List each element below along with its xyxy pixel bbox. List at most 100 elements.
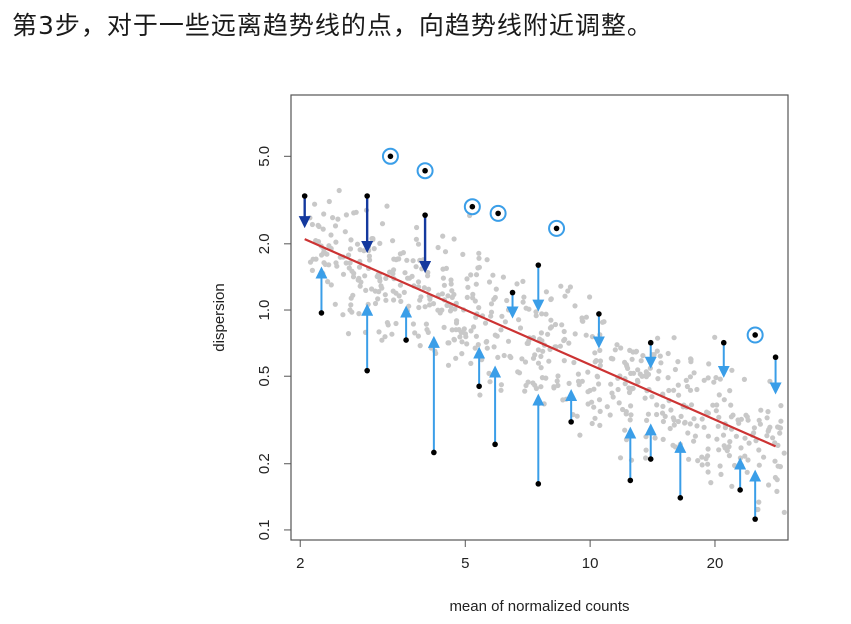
background-point — [537, 336, 543, 342]
background-point — [391, 267, 397, 273]
background-point — [684, 383, 691, 390]
background-point — [346, 265, 352, 271]
background-point — [484, 345, 490, 351]
background-point — [413, 236, 419, 242]
gene-point — [677, 495, 684, 501]
background-point — [687, 387, 694, 393]
y-tick-label: 1.0 — [256, 300, 273, 321]
background-point — [705, 469, 711, 475]
background-point — [721, 397, 727, 403]
background-point — [705, 453, 711, 459]
background-point — [772, 474, 779, 481]
background-point — [662, 413, 668, 419]
background-point — [638, 358, 644, 364]
background-point — [691, 438, 697, 444]
background-point — [519, 356, 525, 362]
background-point — [579, 318, 585, 324]
outlier-point — [495, 210, 501, 217]
background-point — [736, 420, 742, 426]
y-tick-label: 0.2 — [256, 453, 273, 474]
background-point — [340, 271, 347, 277]
background-point — [422, 304, 428, 310]
background-point — [628, 412, 634, 418]
background-point — [705, 375, 711, 381]
background-point — [660, 403, 666, 409]
background-point — [332, 301, 338, 307]
background-point — [460, 251, 466, 257]
background-point — [459, 329, 465, 335]
background-point — [711, 379, 717, 385]
background-point — [657, 353, 663, 359]
background-point — [561, 328, 567, 335]
background-point — [538, 353, 544, 359]
background-point — [546, 358, 552, 364]
background-point — [520, 299, 526, 305]
background-point — [691, 416, 697, 422]
background-point — [548, 296, 554, 302]
background-point — [692, 433, 699, 439]
background-point — [369, 236, 375, 242]
background-point — [589, 334, 596, 340]
background-point — [345, 331, 352, 337]
background-point — [538, 384, 544, 390]
background-point — [451, 336, 457, 342]
background-point — [357, 247, 363, 253]
gene-point — [364, 193, 370, 199]
background-point — [781, 509, 787, 515]
background-point — [389, 331, 395, 337]
background-point — [505, 307, 512, 313]
background-point — [377, 240, 383, 246]
background-point — [775, 424, 781, 430]
background-point — [675, 382, 681, 388]
background-point — [522, 359, 529, 365]
background-point — [726, 453, 733, 459]
background-point — [597, 422, 603, 428]
background-point — [642, 395, 648, 401]
gene-point — [752, 516, 758, 522]
plot-frame — [290, 94, 789, 541]
background-point — [741, 376, 748, 382]
background-point — [686, 456, 692, 462]
background-point — [472, 345, 478, 351]
background-point — [498, 387, 504, 393]
background-point — [727, 439, 733, 445]
background-point — [655, 335, 661, 341]
background-point — [705, 446, 711, 452]
background-point — [425, 269, 431, 276]
background-point — [540, 348, 546, 354]
background-point — [468, 328, 474, 334]
background-point — [424, 327, 430, 333]
background-point — [476, 305, 482, 311]
background-point — [691, 370, 697, 376]
background-point — [699, 454, 705, 460]
y-axis-label: dispersion — [211, 283, 228, 351]
y-tick-label: 2.0 — [256, 233, 273, 254]
background-point — [576, 382, 582, 388]
background-point — [756, 462, 762, 468]
background-point — [635, 379, 641, 385]
background-point — [366, 253, 372, 259]
background-point — [390, 288, 396, 294]
background-point — [486, 370, 492, 376]
background-point — [682, 420, 688, 426]
background-point — [745, 457, 751, 463]
background-point — [315, 222, 321, 228]
background-point — [335, 216, 341, 222]
background-point — [695, 458, 701, 464]
background-point — [589, 399, 595, 405]
background-point — [660, 418, 667, 425]
background-point — [610, 356, 616, 362]
background-point — [732, 462, 738, 469]
background-point — [376, 329, 382, 335]
background-point — [543, 375, 549, 381]
background-point — [471, 324, 477, 330]
background-point — [671, 335, 677, 341]
background-point — [427, 302, 433, 308]
background-point — [555, 373, 561, 379]
background-point — [321, 211, 327, 217]
background-point — [514, 281, 520, 287]
background-point — [342, 229, 348, 235]
background-point — [618, 345, 624, 351]
background-point — [716, 447, 722, 453]
background-point — [541, 401, 547, 407]
